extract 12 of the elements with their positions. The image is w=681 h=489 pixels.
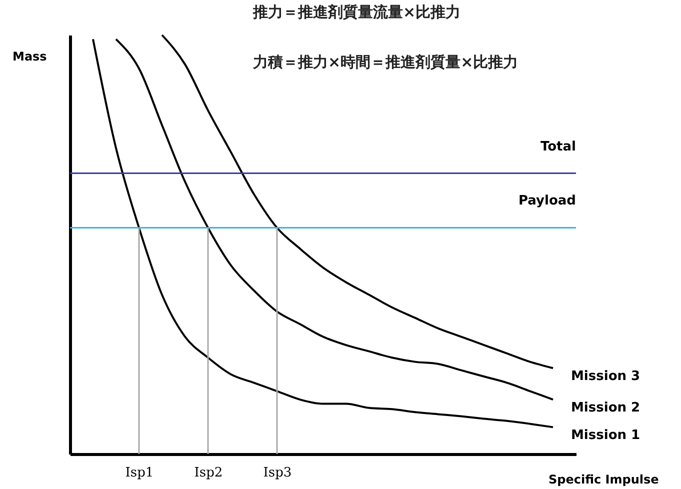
x-tick-label: Isp3 bbox=[263, 466, 292, 480]
x-tick-label: Isp1 bbox=[125, 466, 154, 480]
ref-line-label: Payload bbox=[518, 194, 576, 209]
series-label: Mission 1 bbox=[571, 428, 640, 444]
series-label: Mission 3 bbox=[571, 369, 640, 384]
ref-line-label: Total bbox=[540, 139, 576, 154]
annotation: 力積＝推力×時間＝推進剤質量×比推力 bbox=[252, 53, 518, 71]
text: 推力＝推進剤質量流量×比推力 bbox=[252, 3, 461, 21]
series-label: Mission 2 bbox=[571, 400, 640, 416]
x-axis-title: Specific Impulse bbox=[548, 472, 659, 486]
y-axis-title: Mass bbox=[12, 50, 47, 64]
x-tick-label: Isp2 bbox=[194, 466, 223, 480]
